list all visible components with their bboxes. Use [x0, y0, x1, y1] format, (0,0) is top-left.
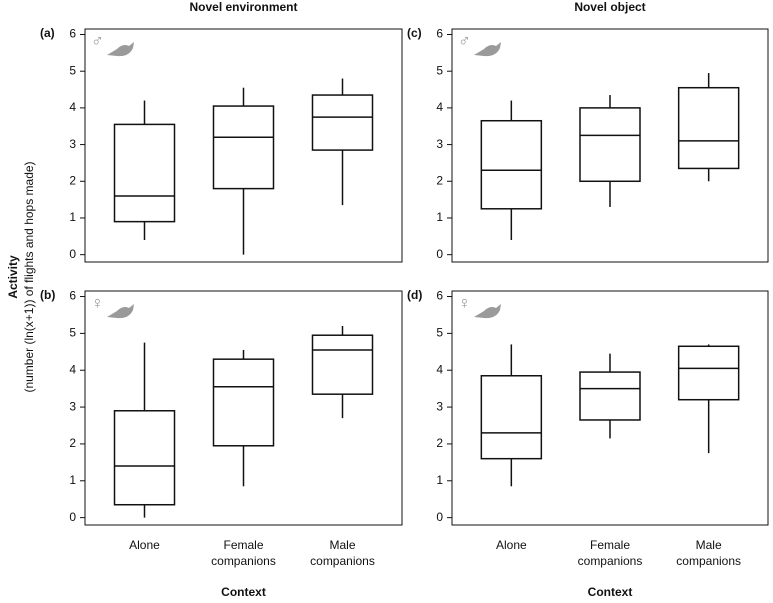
- x-tick-label: Female companions: [577, 538, 643, 568]
- sex-symbol: ♀: [458, 293, 471, 312]
- y-axis-title: Activity: [6, 255, 20, 299]
- box: [212, 358, 275, 447]
- y-tick-label: 5: [436, 326, 443, 340]
- box: [113, 123, 176, 223]
- panel-label: (b): [40, 288, 55, 302]
- panel-label: (a): [40, 26, 55, 40]
- y-tick-label: 4: [436, 362, 443, 376]
- x-axis-title: Context: [221, 585, 266, 599]
- y-tick-label: 0: [69, 510, 76, 524]
- y-tick-label: 4: [69, 362, 76, 376]
- box: [311, 334, 374, 395]
- y-tick-label: 0: [69, 247, 76, 261]
- y-tick-label: 4: [69, 100, 76, 114]
- y-tick-label: 4: [436, 100, 443, 114]
- panel-title: Novel environment: [189, 0, 297, 14]
- plot-frame: [451, 290, 769, 526]
- y-tick-label: 0: [436, 247, 443, 261]
- box: [311, 94, 374, 151]
- panel-label: (d): [407, 288, 422, 302]
- y-tick-label: 2: [69, 173, 76, 187]
- sex-symbol: ♀: [91, 293, 104, 312]
- box: [677, 345, 740, 401]
- box: [480, 119, 543, 210]
- bird-icon: [474, 304, 501, 319]
- sex-symbol: ♂: [91, 31, 104, 50]
- x-axis-title: Context: [588, 585, 633, 599]
- y-tick-label: 6: [436, 27, 443, 41]
- bird-icon: [107, 42, 134, 57]
- box: [579, 107, 641, 183]
- y-tick-label: 2: [436, 436, 443, 450]
- y-tick-label: 2: [69, 436, 76, 450]
- y-tick-label: 5: [436, 63, 443, 77]
- y-tick-label: 3: [436, 137, 443, 151]
- y-tick-label: 1: [69, 210, 76, 224]
- y-tick-label: 5: [69, 326, 76, 340]
- y-axis-subtitle: (number (ln(x+1)) of flights and hops ma…: [22, 161, 36, 392]
- y-tick-label: 3: [436, 399, 443, 413]
- box: [677, 86, 740, 170]
- y-tick-label: 6: [436, 289, 443, 303]
- y-tick-label: 3: [69, 137, 76, 151]
- x-tick-label: Alone: [495, 538, 527, 552]
- y-tick-label: 6: [69, 27, 76, 41]
- plot-frame: [84, 28, 403, 263]
- x-tick-label: Male companions: [310, 538, 375, 568]
- bird-icon: [107, 304, 134, 319]
- y-tick-label: 1: [69, 473, 76, 487]
- sex-symbol: ♂: [458, 31, 471, 50]
- panel-title: Novel object: [574, 0, 645, 14]
- box: [113, 410, 176, 506]
- y-tick-label: 1: [436, 473, 443, 487]
- plot-frame: [451, 28, 769, 263]
- x-tick-label: Female companions: [211, 538, 276, 568]
- panel-label: (c): [407, 26, 422, 40]
- y-tick-label: 5: [69, 63, 76, 77]
- plot-frame: [84, 290, 403, 526]
- y-tick-label: 1: [436, 210, 443, 224]
- x-tick-label: Alone: [129, 538, 160, 552]
- box: [212, 105, 275, 190]
- box: [579, 371, 641, 421]
- y-tick-label: 2: [436, 173, 443, 187]
- y-tick-label: 3: [69, 399, 76, 413]
- box: [480, 375, 543, 460]
- bird-icon: [474, 42, 501, 57]
- y-tick-label: 0: [436, 510, 443, 524]
- y-tick-label: 6: [69, 289, 76, 303]
- x-tick-label: Male companions: [676, 538, 742, 568]
